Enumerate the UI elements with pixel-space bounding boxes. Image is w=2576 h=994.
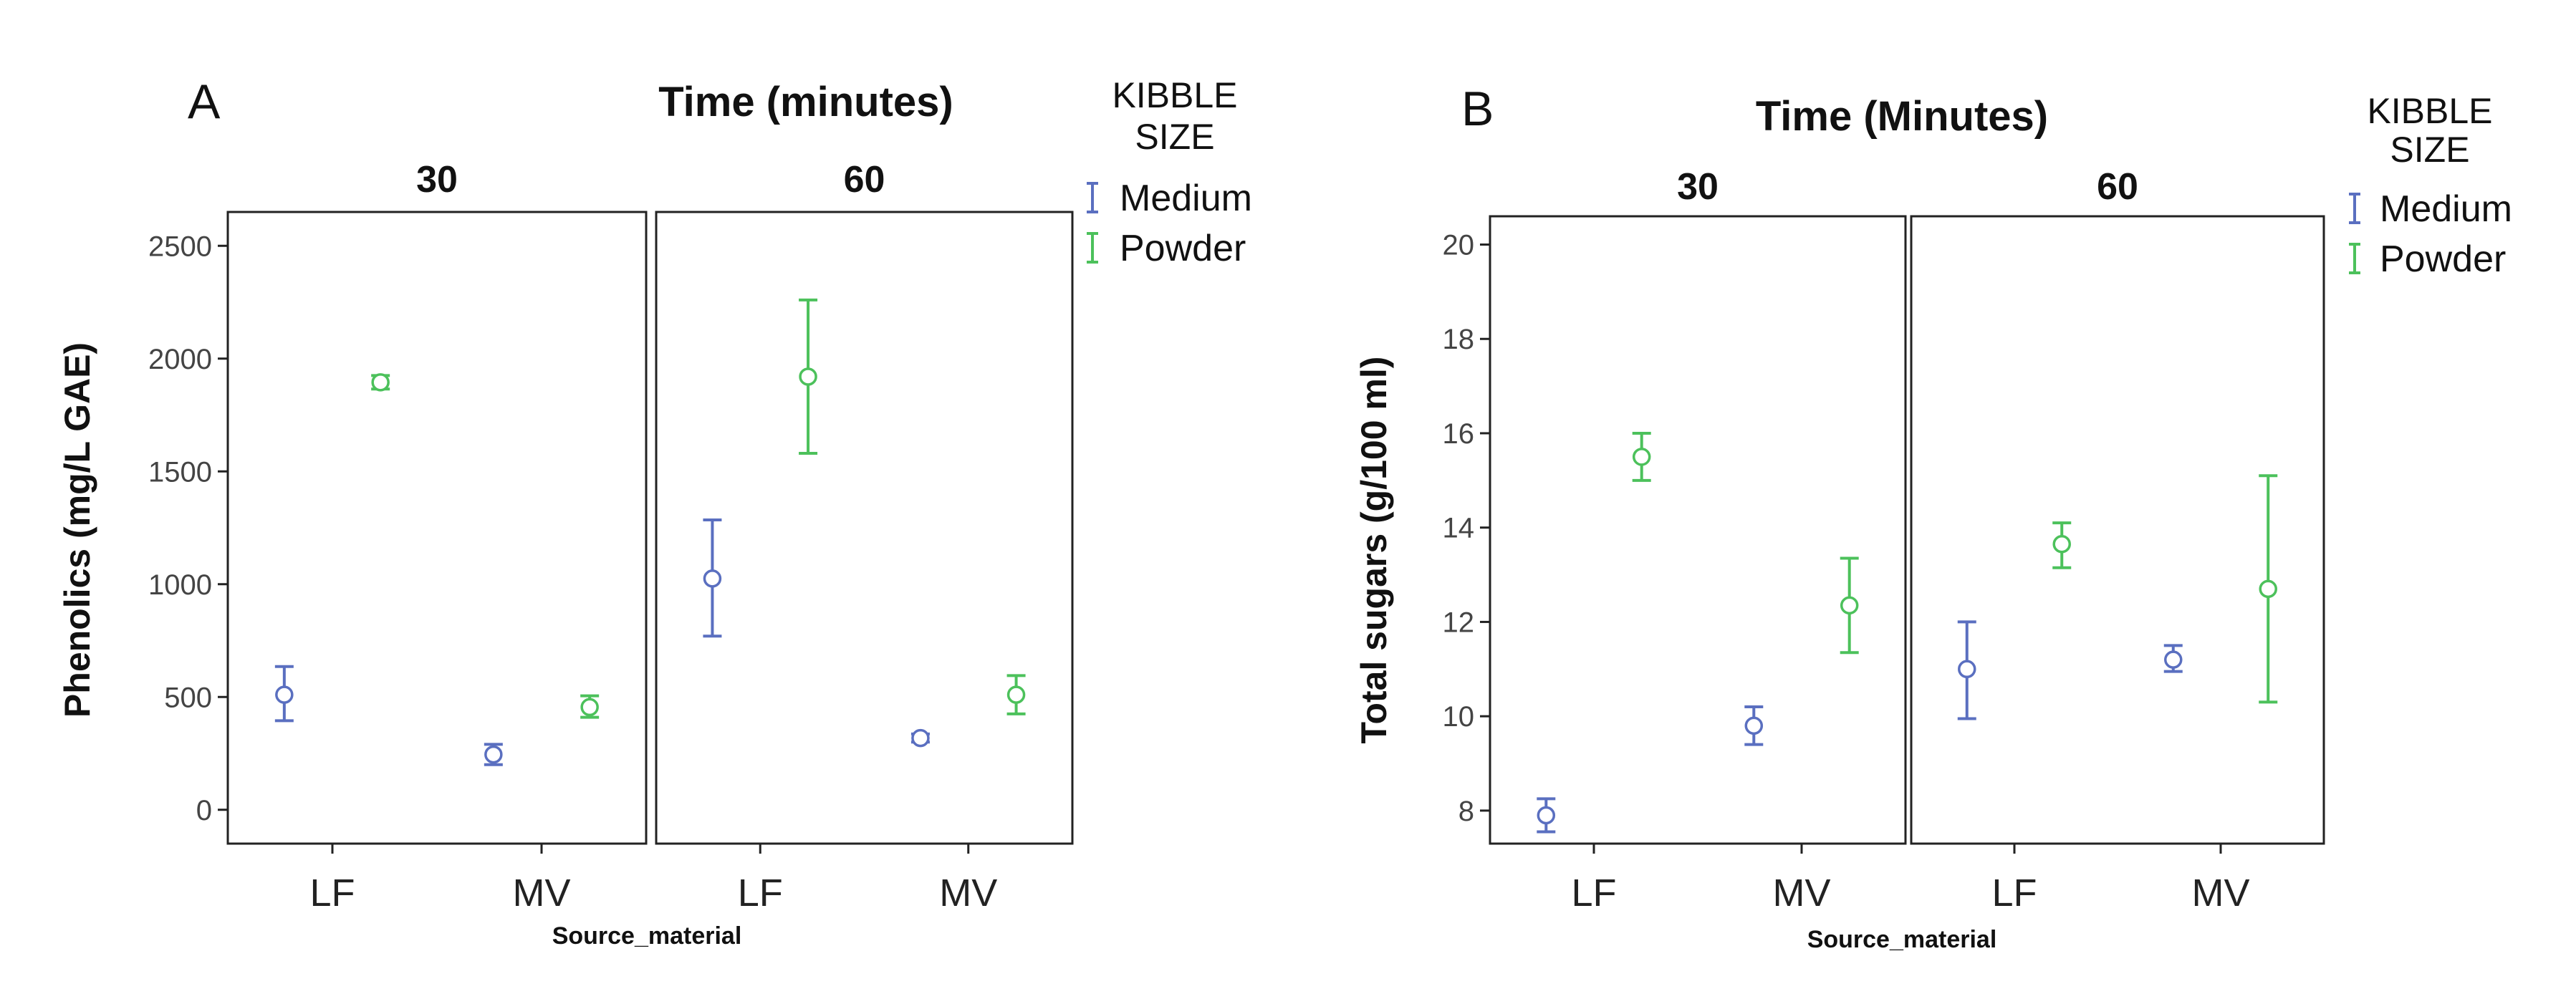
error-bar-medium-mv bbox=[910, 728, 930, 748]
y-tick-label: 16 bbox=[1443, 418, 1475, 450]
legend-label: Powder bbox=[2380, 238, 2506, 280]
x-tick-label: MV bbox=[1773, 872, 1831, 915]
facet-60: 60 LF MV bbox=[1910, 166, 2325, 915]
mean-point bbox=[371, 373, 390, 392]
error-bar-powder-mv bbox=[580, 694, 600, 719]
x-tick-label: MV bbox=[939, 872, 997, 915]
error-bar-medium-mv bbox=[1744, 705, 1764, 746]
error-bar-powder-lf bbox=[1632, 431, 1651, 482]
y-tick-label: 8 bbox=[1458, 796, 1474, 827]
y-tick-label: 18 bbox=[1443, 324, 1475, 355]
y-tick-label: 14 bbox=[1443, 513, 1475, 544]
x-tick-label: LF bbox=[309, 872, 355, 915]
error-bar-powder-mv bbox=[2259, 474, 2278, 704]
legend-label: Medium bbox=[2380, 188, 2512, 230]
mean-point bbox=[1006, 685, 1026, 704]
legend-title-line2: SIZE bbox=[2390, 130, 2469, 170]
error-bar-medium-lf bbox=[1537, 797, 1556, 834]
mean-point bbox=[1537, 806, 1556, 825]
y-tick-label: 0 bbox=[196, 795, 212, 826]
panel-letter: A bbox=[188, 74, 221, 129]
y-axis-title: Phenolics (mg/L GAE) bbox=[57, 342, 97, 718]
legend-title-line1: KIBBLE bbox=[2367, 91, 2492, 131]
error-bar-medium-mv bbox=[484, 743, 503, 766]
mean-point bbox=[275, 685, 294, 704]
mean-point bbox=[1744, 716, 1764, 735]
mean-point bbox=[2259, 579, 2277, 599]
x-tick-label: MV bbox=[2192, 872, 2250, 915]
y-tick-label: 20 bbox=[1443, 230, 1475, 261]
facet-frame bbox=[1910, 215, 2325, 845]
legend-item-medium: Medium bbox=[1087, 178, 1252, 219]
x-tick-label: LF bbox=[1991, 872, 2037, 915]
facet-axis-title: Time (minutes) bbox=[658, 79, 953, 125]
x-tick-label: LF bbox=[1571, 872, 1616, 915]
legend-item-medium: Medium bbox=[2349, 188, 2512, 230]
facet-60: 60 LF MV bbox=[655, 159, 1074, 915]
y-tick-label: 12 bbox=[1443, 607, 1475, 638]
legend-item-powder: Powder bbox=[1087, 228, 1246, 269]
facet-label: 30 bbox=[416, 159, 458, 201]
mean-point bbox=[703, 569, 722, 588]
mean-point bbox=[580, 698, 599, 717]
y-tick-label: 500 bbox=[164, 682, 212, 713]
facet-30: 30 LF MV bbox=[226, 159, 648, 915]
chart-panel-A: A Time (minutes) Phenolics (mg/L GAE) 30 LF M… bbox=[57, 74, 1252, 950]
error-bar-medium-lf bbox=[274, 665, 294, 723]
legend-item-powder: Powder bbox=[2349, 238, 2506, 280]
facet-frame bbox=[655, 211, 1074, 845]
legend-label: Powder bbox=[1120, 228, 1246, 269]
panel-letter: B bbox=[1461, 82, 1494, 136]
mean-point bbox=[2164, 650, 2183, 669]
y-tick-label: 10 bbox=[1443, 701, 1475, 733]
facet-30: 30 LF MV bbox=[1489, 166, 1907, 915]
error-bar-powder-mv bbox=[1006, 674, 1026, 715]
facet-label: 30 bbox=[1677, 166, 1719, 208]
error-bar-medium-lf bbox=[1957, 620, 1976, 720]
x-axis-title: Source_material bbox=[552, 922, 742, 950]
y-tick-label: 2000 bbox=[148, 344, 212, 375]
mean-point bbox=[1958, 660, 1976, 679]
legend-title-line2: SIZE bbox=[1135, 117, 1214, 157]
error-bar-powder-lf bbox=[799, 298, 818, 455]
mean-point bbox=[799, 367, 817, 386]
y-tick-label: 2500 bbox=[148, 231, 212, 262]
y-axis-title: Total sugars (g/100 ml) bbox=[1354, 357, 1394, 744]
mean-point bbox=[2052, 535, 2071, 554]
facet-label: 60 bbox=[844, 159, 885, 201]
y-tick-label: 1000 bbox=[148, 569, 212, 601]
legend-title-line1: KIBBLE bbox=[1112, 75, 1237, 115]
error-bar-medium-lf bbox=[703, 518, 722, 638]
x-tick-label: MV bbox=[513, 872, 571, 915]
error-bar-powder-mv bbox=[1840, 556, 1859, 655]
legend-label: Medium bbox=[1120, 178, 1252, 219]
y-tick-label: 1500 bbox=[148, 456, 212, 488]
x-tick-label: LF bbox=[738, 872, 783, 915]
facet-axis-title: Time (Minutes) bbox=[1756, 93, 2048, 140]
mean-point bbox=[911, 728, 930, 748]
facet-frame bbox=[1489, 215, 1907, 845]
mean-point bbox=[484, 745, 503, 764]
mean-point bbox=[1632, 448, 1651, 466]
mean-point bbox=[1840, 596, 1859, 615]
x-axis-title: Source_material bbox=[1807, 926, 1997, 953]
error-bar-powder-lf bbox=[371, 373, 390, 392]
facet-label: 60 bbox=[2097, 166, 2138, 208]
facet-frame bbox=[226, 211, 648, 845]
error-bar-powder-lf bbox=[2052, 521, 2072, 569]
error-bar-medium-mv bbox=[2163, 644, 2183, 673]
chart-panel-B: B Time (Minutes) Total sugars (g/100 ml) 30… bbox=[1354, 82, 2512, 953]
